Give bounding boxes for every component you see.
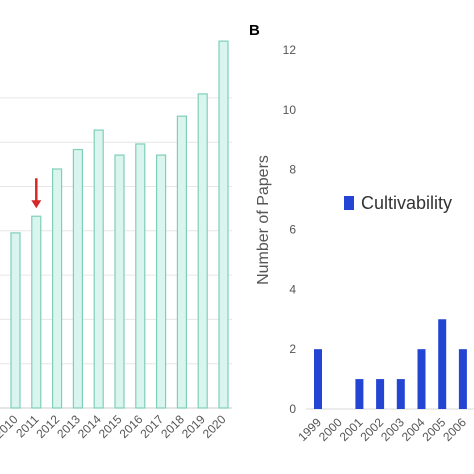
y-tick-label-b: 0 [289,402,296,416]
y-tick-label-b: 8 [289,163,296,177]
bar-1999 [314,349,322,409]
bar-2018 [176,115,187,409]
bar-2020 [218,40,229,409]
panel-label-b: B [249,22,260,39]
y-tick-label-b: 2 [289,342,296,356]
bar-2006 [458,349,467,409]
bar-2014 [93,129,104,409]
x-tick-label-b: 2006 [440,415,469,444]
y-tick-label-b: 10 [283,103,297,117]
annotation-arrow-head [31,200,42,209]
y-tick-label-b: 4 [289,282,296,296]
bar-2001 [355,379,364,409]
bar-2017 [156,154,167,409]
panel-a-chart: 2010201120122013201420152016201720182019… [0,40,232,441]
bar-2003 [396,379,405,409]
x-tick-label-a: 2020 [200,412,229,441]
bar-2011 [31,215,42,409]
legend-label-cultivability: Cultivability [361,193,452,213]
y-axis-label-b: Number of Papers [255,155,272,285]
bar-2015 [114,154,125,409]
y-tick-label-b: 6 [289,223,296,237]
bar-2013 [72,148,84,409]
bar-2005 [438,319,447,409]
legend-swatch-cultivability [344,196,354,210]
bar-2019 [197,93,208,409]
bar-2010 [10,232,21,409]
bar-2012 [51,168,63,409]
bar-2004 [417,349,426,409]
y-tick-label-b: 12 [283,43,297,57]
bar-2002 [376,379,385,409]
bar-2016 [135,143,146,409]
